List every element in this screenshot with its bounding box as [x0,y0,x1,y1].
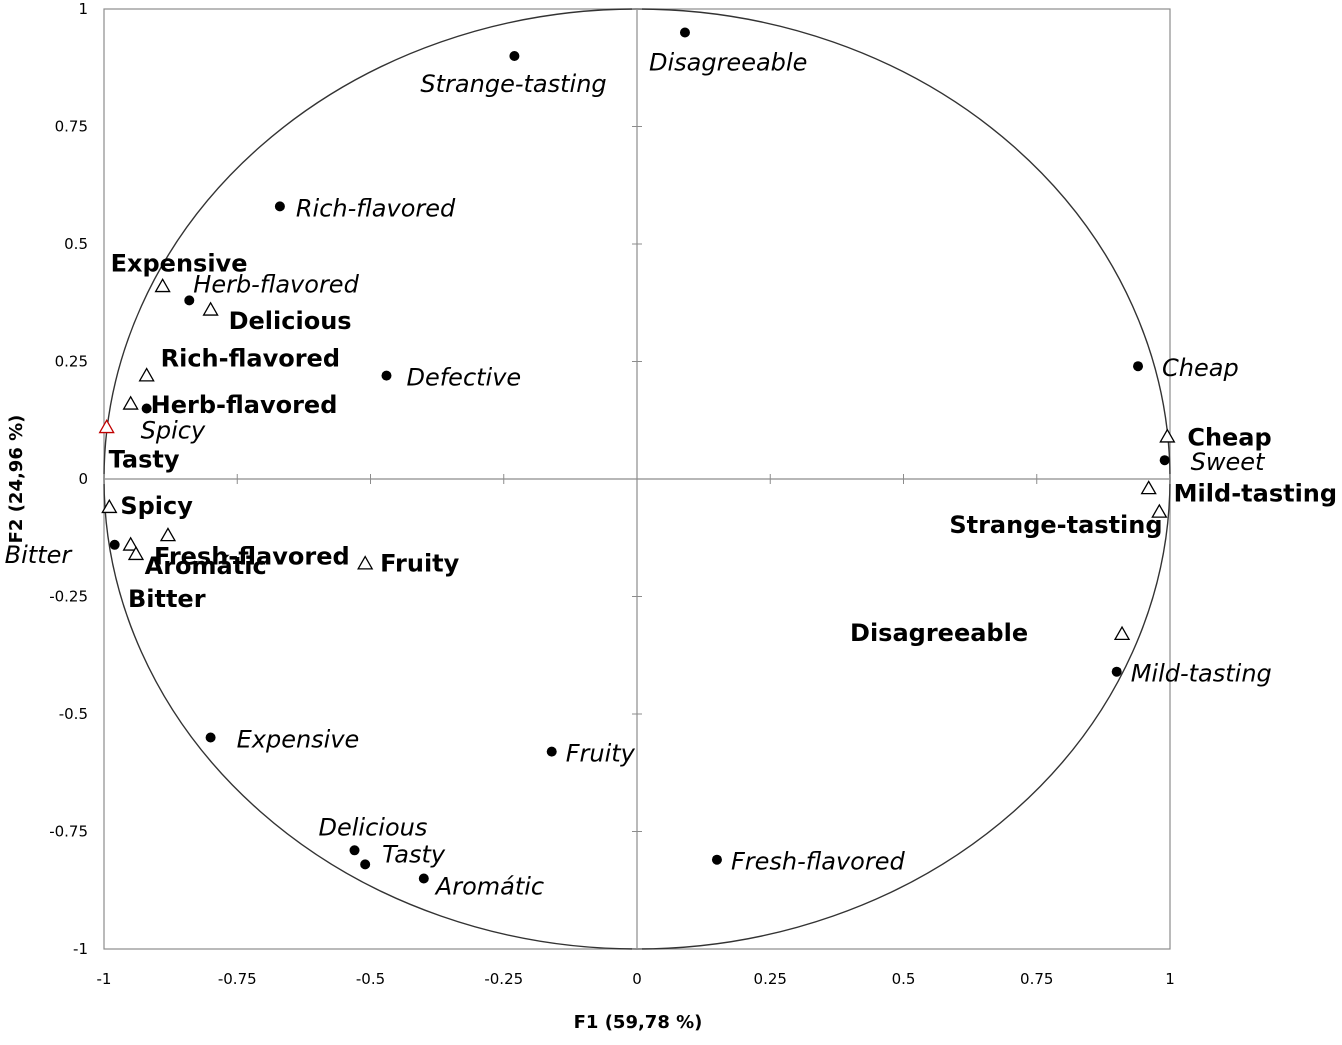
y-tick-label: -0.5 [59,705,88,723]
point-label: Disagreeable [850,619,1028,647]
point-label: Tasty [109,445,180,473]
x-tick-label: 0 [632,970,642,988]
triangle-point [138,367,155,382]
x-tick-label: -0.5 [356,970,385,988]
point-label: Fresh-flavored [731,848,906,876]
point-label: Aromátic [145,552,267,580]
point-label: Herb-flavored [151,391,338,419]
point-label: Tasty [382,840,446,868]
y-tick-label: -0.75 [49,823,88,841]
triangle-point [357,555,374,570]
scatter-point [184,295,195,306]
scatter-point [1133,361,1144,372]
x-tick-label: 1 [1165,970,1175,988]
triangle-point [1140,480,1157,495]
triangle-point [202,301,219,316]
scatter-point [1159,455,1170,466]
scatter-point [349,845,360,856]
y-tick-label: 0.75 [55,118,88,136]
point-label: Expensive [111,249,248,277]
scatter-point [109,539,120,550]
y-tick-label: 0.25 [55,353,88,371]
point-label: Aromátic [434,873,544,901]
y-axis-title: F2 (24,96 %) [6,415,27,544]
scatter-point [546,746,557,757]
scatter-point [360,859,371,870]
point-label: Cheap [1187,424,1271,452]
x-tick-label: 0.75 [1020,970,1053,988]
x-tick-label: -0.25 [484,970,523,988]
triangle-point [1159,428,1176,443]
point-label: Fruity [566,740,636,768]
point-label: Strange-tasting [949,511,1162,539]
scatter-point [1111,666,1122,677]
point-label: Spicy [141,417,206,445]
axes [103,8,1171,950]
triangle-point [159,527,177,542]
point-labels: Disagreeable Strange-tasting Rich-flavored… [5,49,1337,901]
point-label: Fruity [380,550,459,578]
y-tick-label: 0 [78,470,88,488]
triangle-point [1151,503,1168,518]
point-label: Herb-flavored [193,270,359,298]
triangle-point [154,277,171,293]
point-label: Cheap [1162,354,1239,382]
y-tick-label: 0.5 [64,235,88,253]
x-tick-label: -0.75 [218,970,257,988]
point-label: Mild-tasting [1131,660,1272,688]
point-label: Disagreeable [649,49,807,77]
point-label: Strange-tasting [420,70,606,98]
y-tick-label: -1 [73,940,88,958]
x-tick-label: 0.25 [754,970,787,988]
point-label: Delicious [229,307,352,335]
point-label: Bitter [5,541,74,569]
scatter-point [679,27,690,38]
data-points [98,27,1176,884]
scatter-point [509,51,520,61]
triangle-point [1113,625,1131,640]
scatter-point [274,201,285,212]
tick-labels: -1 -0.75 -0.5 -0.25 0 0.25 0.5 0.75 1 1 0.75 0.5 0.2… [49,0,1175,988]
scatter-point [381,370,392,381]
triangle-point [101,498,118,514]
x-tick-label: 0.5 [892,970,916,988]
point-label: Expensive [237,726,360,754]
y-tick-label: -0.25 [49,588,88,606]
y-tick-label: 1 [78,0,88,18]
point-label: Delicious [319,813,428,841]
point-label: Fresh-flavored [154,542,350,570]
triangle-point [127,545,145,561]
point-label: Rich-flavored [161,345,340,373]
scatter-point [205,732,216,743]
scatter-point [711,854,722,865]
point-label: Spicy [120,492,193,520]
point-label: Defective [406,364,521,392]
scatter-point [418,873,429,884]
triangle-point [122,395,139,410]
point-label: Bitter [128,585,206,613]
scatter-point [141,403,152,414]
x-tick-label: -1 [97,970,112,988]
point-label: Mild-tasting [1174,479,1337,507]
point-label: Sweet [1191,448,1266,476]
triangle-point [98,418,115,434]
triangle-point [122,536,139,551]
point-label: Rich-flavored [296,194,456,222]
x-axis-title: F1 (59,78 %) [574,1012,703,1033]
